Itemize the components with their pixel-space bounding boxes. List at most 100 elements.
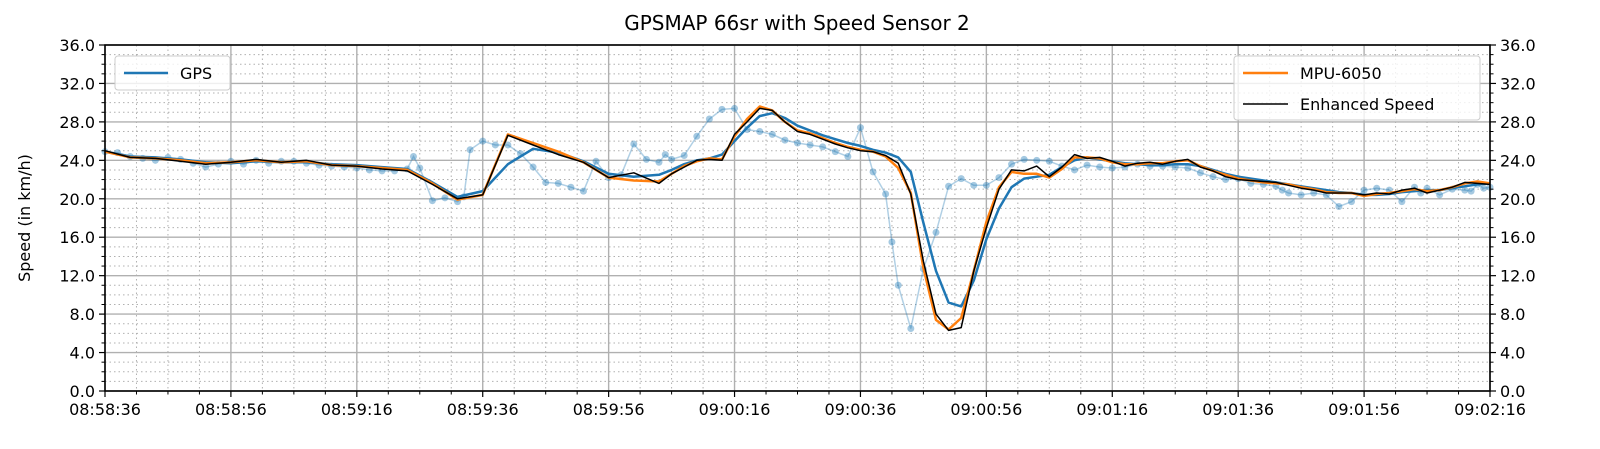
- y-tick-label-right: 32.0: [1500, 74, 1536, 93]
- gps-raw-point: [1033, 156, 1041, 164]
- gps-raw-point: [995, 174, 1003, 182]
- gps-raw-point: [1083, 161, 1091, 169]
- y-axis-label: Speed (in km/h): [15, 154, 34, 282]
- gps-raw-point: [479, 137, 487, 145]
- x-tick-label: 08:58:56: [195, 400, 267, 419]
- series-line-enhanced-speed: [104, 107, 1491, 332]
- gps-raw-point: [982, 181, 990, 189]
- gps-raw-point: [1096, 163, 1104, 171]
- gps-raw-point: [1436, 191, 1444, 199]
- gps-raw-point: [945, 182, 953, 190]
- gps-raw-point: [1184, 164, 1192, 172]
- gps-raw-point: [668, 155, 676, 163]
- gps-raw-point: [856, 124, 864, 132]
- gps-raw-point: [542, 178, 550, 186]
- y-tick-label-right: 28.0: [1500, 113, 1536, 132]
- gps-raw-point: [428, 197, 436, 205]
- gps-raw-point: [1373, 184, 1381, 192]
- y-tick-label-right: 20.0: [1500, 190, 1536, 209]
- gps-raw-point: [705, 115, 713, 123]
- gps-raw-point: [1360, 186, 1368, 194]
- gps-raw-point: [718, 105, 726, 113]
- gps-raw-line: [104, 107, 1491, 329]
- gps-raw-point: [888, 238, 896, 246]
- y-tick-label-left: 36.0: [59, 36, 95, 55]
- gps-raw-point: [1398, 198, 1406, 206]
- y-tick-label-right: 12.0: [1500, 267, 1536, 286]
- gps-raw-point: [416, 164, 424, 172]
- legend-right: MPU-6050 Enhanced Speed: [1233, 55, 1481, 121]
- gps-raw-point: [831, 148, 839, 156]
- x-tick-label: 09:00:16: [699, 400, 771, 419]
- y-tick-label-left: 4.0: [70, 344, 95, 363]
- gps-raw-point: [202, 163, 210, 171]
- gps-raw-point: [491, 141, 499, 149]
- y-tick-label-right: 8.0: [1500, 305, 1525, 324]
- gps-raw-point: [1196, 169, 1204, 177]
- gps-raw-point: [806, 141, 814, 149]
- x-tick-label: 09:01:36: [1202, 400, 1274, 419]
- y-tick-label-right: 0.0: [1500, 382, 1525, 401]
- gps-raw-point: [529, 163, 537, 171]
- gps-raw-point: [1297, 191, 1305, 199]
- gps-raw-point: [957, 175, 965, 183]
- gps-raw-point: [1008, 160, 1016, 168]
- gps-raw-point: [642, 155, 650, 163]
- gps-raw-point: [466, 146, 474, 154]
- y-tick-label-right: 4.0: [1500, 344, 1525, 363]
- gps-raw-point: [661, 151, 669, 159]
- gps-raw-point: [1045, 157, 1053, 165]
- gps-raw-point: [794, 139, 801, 147]
- x-tick-label: 09:01:16: [1076, 400, 1148, 419]
- gps-raw-point: [756, 128, 764, 135]
- legend-gps-label: GPS: [180, 64, 212, 83]
- gps-raw-point: [932, 228, 940, 236]
- gps-raw-point: [869, 168, 877, 176]
- y-tick-label-left: 24.0: [59, 151, 95, 170]
- gps-raw-point: [1020, 155, 1028, 163]
- x-tick-label: 08:59:56: [573, 400, 645, 419]
- y-tick-label-right: 16.0: [1500, 228, 1536, 247]
- gps-raw-point: [567, 183, 575, 191]
- gps-raw-point: [655, 158, 663, 166]
- gps-raw-point: [554, 179, 562, 187]
- gps-raw-point: [630, 140, 638, 148]
- axis-ticks: 0.0 0.0 4.0 4.0 8.0 8.0 12.0 12.0 16.0 16.0 20.0 20…: [59, 36, 1535, 419]
- legend-enhanced-label: Enhanced Speed: [1300, 95, 1434, 114]
- x-tick-label: 08:59:36: [447, 400, 519, 419]
- gps-raw-point: [1108, 164, 1116, 172]
- gps-raw-point: [1467, 187, 1475, 195]
- x-tick-label: 09:02:16: [1454, 400, 1526, 419]
- gps-raw-point: [504, 141, 512, 149]
- gps-raw-point: [781, 136, 789, 144]
- y-tick-label-left: 28.0: [59, 113, 95, 132]
- gps-raw-point: [1461, 186, 1469, 194]
- y-tick-label-left: 32.0: [59, 74, 95, 93]
- gps-raw-point: [768, 130, 776, 138]
- legend-mpu-label: MPU-6050: [1300, 64, 1382, 83]
- gps-raw-point: [819, 143, 827, 151]
- x-tick-label: 08:59:16: [321, 400, 393, 419]
- gps-raw-point: [907, 325, 915, 333]
- grid: [104, 44, 1491, 392]
- gps-raw-point: [579, 187, 587, 195]
- y-tick-label-left: 12.0: [59, 267, 95, 286]
- gps-raw-point: [844, 152, 852, 160]
- y-tick-label-right: 24.0: [1500, 151, 1536, 170]
- gps-raw-point: [970, 181, 978, 189]
- gps-raw-point: [1480, 184, 1488, 192]
- series-group: [101, 104, 1494, 333]
- gps-raw-point: [592, 157, 600, 165]
- y-tick-label-left: 16.0: [59, 228, 95, 247]
- gps-raw-point: [1278, 186, 1286, 194]
- y-tick-label-left: 0.0: [70, 382, 95, 401]
- gps-raw-point: [409, 152, 417, 160]
- gps-raw-point: [1285, 189, 1293, 197]
- x-tick-label: 08:58:36: [69, 400, 141, 419]
- gps-raw-point: [894, 281, 902, 289]
- gps-raw-point: [1348, 198, 1355, 206]
- chart-title: GPSMAP 66sr with Speed Sensor 2: [624, 11, 970, 35]
- x-tick-label: 09:01:56: [1328, 400, 1400, 419]
- y-tick-label-right: 36.0: [1500, 36, 1536, 55]
- legend-right-box: [1233, 55, 1481, 121]
